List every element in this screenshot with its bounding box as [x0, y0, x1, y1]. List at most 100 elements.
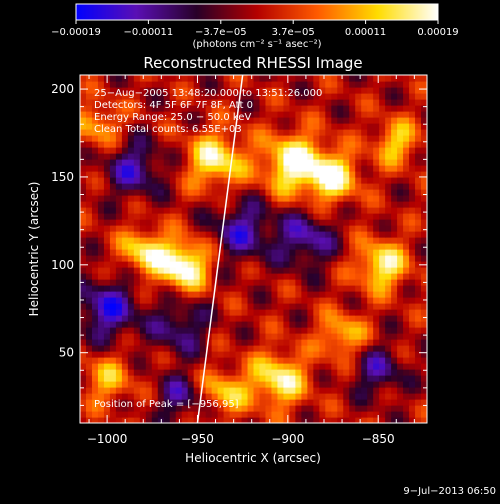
heatmap-cell: [283, 279, 290, 286]
heatmap-cell: [301, 87, 308, 94]
heatmap-cell: [361, 159, 368, 166]
heatmap-cell: [133, 387, 141, 394]
heatmap-cell: [193, 93, 201, 100]
heatmap-cell: [325, 309, 332, 316]
heatmap-cell: [247, 279, 255, 286]
heatmap-cell: [247, 75, 255, 82]
heatmap-cell: [145, 165, 153, 172]
heatmap-cell: [211, 171, 219, 178]
heatmap-cell: [253, 327, 261, 334]
heatmap-cell: [271, 345, 279, 352]
heatmap-cell: [145, 345, 153, 352]
heatmap-cell: [133, 135, 141, 142]
heatmap-cell: [217, 249, 225, 256]
heatmap-cell: [253, 153, 261, 160]
heatmap-cell: [193, 357, 201, 364]
heatmap-cell: [253, 231, 261, 238]
heatmap-cell: [97, 351, 105, 358]
heatmap-cell: [421, 171, 427, 178]
heatmap-cell: [145, 333, 153, 340]
heatmap-cell: [379, 345, 386, 352]
heatmap-cell: [80, 357, 87, 364]
heatmap-cell: [139, 321, 147, 328]
heatmap-cell: [343, 249, 350, 256]
heatmap-cell: [127, 357, 135, 364]
heatmap-cell: [325, 87, 332, 94]
heatmap-cell: [199, 135, 207, 142]
heatmap-cell: [181, 345, 189, 352]
heatmap-cell: [385, 177, 392, 184]
heatmap-cell: [355, 243, 362, 250]
heatmap-cell: [121, 147, 129, 154]
heatmap-cell: [361, 147, 368, 154]
heatmap-cell: [319, 117, 326, 124]
heatmap-cell: [181, 123, 189, 130]
heatmap-cell: [115, 273, 123, 280]
heatmap-cell: [391, 75, 398, 82]
heatmap-cell: [355, 411, 362, 418]
heatmap-cell: [259, 153, 267, 160]
heatmap-cell: [403, 171, 410, 178]
heatmap-cell: [163, 231, 171, 238]
heatmap-cell: [80, 339, 87, 346]
heatmap-cell: [85, 105, 93, 112]
heatmap-cell: [295, 381, 302, 388]
heatmap-cell: [199, 165, 207, 172]
heatmap-cell: [331, 183, 338, 190]
heatmap-cell: [181, 237, 189, 244]
heatmap-cell: [403, 297, 410, 304]
heatmap-cell: [80, 333, 87, 340]
heatmap-cell: [145, 81, 153, 88]
heatmap-cell: [403, 339, 410, 346]
heatmap-cell: [169, 333, 177, 340]
heatmap-cell: [331, 111, 338, 118]
heatmap-cell: [145, 135, 153, 142]
heatmap-cell: [151, 159, 159, 166]
heatmap-cell: [277, 297, 285, 304]
heatmap-cell: [307, 309, 314, 316]
heatmap-cell: [97, 267, 105, 274]
heatmap-cell: [313, 183, 320, 190]
heatmap-cell: [223, 81, 231, 88]
heatmap-cell: [157, 117, 165, 124]
heatmap-cell: [301, 99, 308, 106]
heatmap-cell: [289, 207, 296, 214]
heatmap-cell: [337, 291, 344, 298]
heatmap-cell: [115, 165, 123, 172]
heatmap-cell: [205, 141, 213, 148]
heatmap-cell: [307, 171, 314, 178]
heatmap-cell: [271, 225, 279, 232]
heatmap-cell: [169, 381, 177, 388]
heatmap-cell: [133, 237, 141, 244]
heatmap-cell: [343, 405, 350, 412]
heatmap-cell: [265, 111, 273, 118]
heatmap-cell: [235, 417, 243, 423]
heatmap-cell: [175, 327, 183, 334]
heatmap-cell: [253, 243, 261, 250]
heatmap-cell: [397, 129, 404, 136]
heatmap-cell: [379, 81, 386, 88]
heatmap-cell: [331, 141, 338, 148]
heatmap-cell: [391, 153, 398, 160]
heatmap-cell: [349, 369, 356, 376]
heatmap-cell: [97, 99, 105, 106]
heatmap-cell: [379, 279, 386, 286]
heatmap-cell: [127, 237, 135, 244]
heatmap-cell: [361, 279, 368, 286]
heatmap-cell: [271, 93, 279, 100]
heatmap-cell: [85, 249, 93, 256]
heatmap-cell: [121, 165, 129, 172]
heatmap-cell: [187, 273, 195, 280]
heatmap-cell: [211, 279, 219, 286]
heatmap-cell: [211, 219, 219, 226]
heatmap-cell: [97, 405, 105, 412]
heatmap-cell: [175, 345, 183, 352]
heatmap-cell: [385, 231, 392, 238]
heatmap-cell: [307, 339, 314, 346]
heatmap-cell: [313, 351, 320, 358]
heatmap-cell: [127, 75, 135, 82]
heatmap-cell: [217, 177, 225, 184]
heatmap-cell: [127, 345, 135, 352]
heatmap-cell: [301, 327, 308, 334]
